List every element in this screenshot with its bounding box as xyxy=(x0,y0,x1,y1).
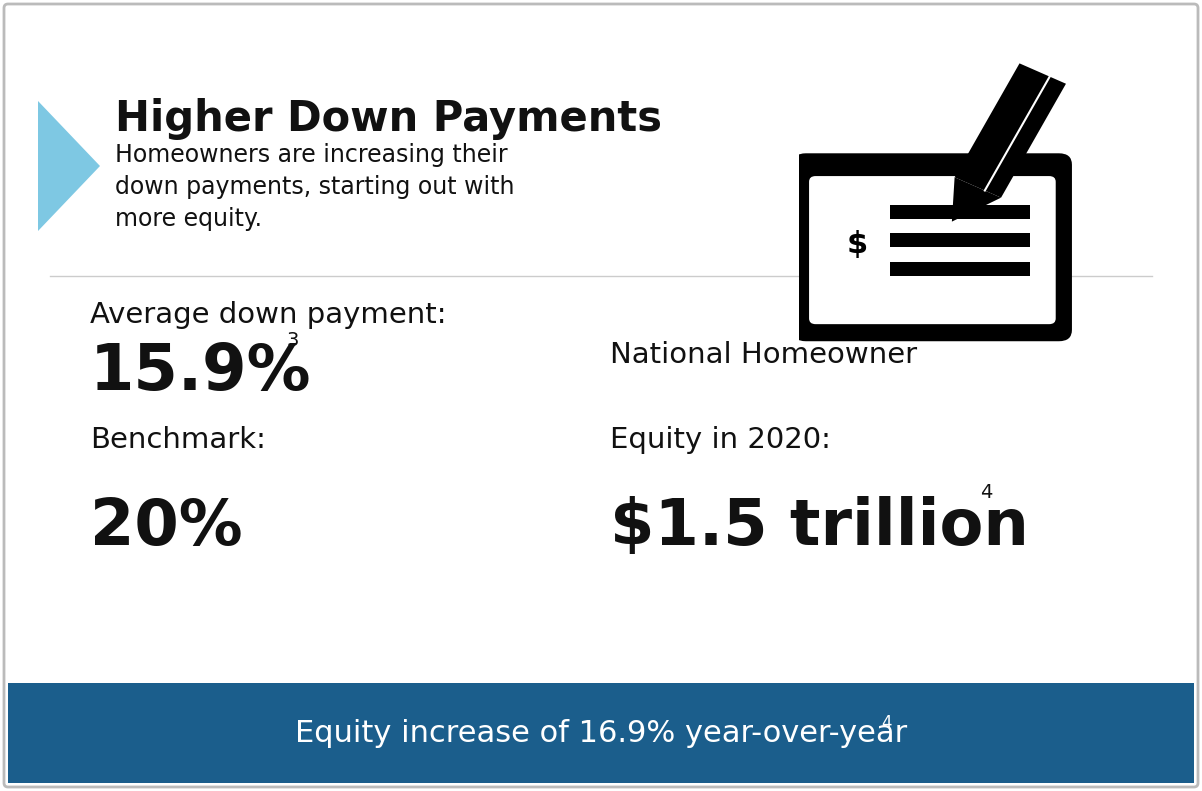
Text: Higher Down Payments: Higher Down Payments xyxy=(115,98,662,140)
Polygon shape xyxy=(954,63,1066,198)
FancyBboxPatch shape xyxy=(793,153,1072,341)
Bar xyxy=(8,683,1194,783)
Text: Homeowners are increasing their: Homeowners are increasing their xyxy=(115,143,507,167)
Text: $1.5 trillion: $1.5 trillion xyxy=(609,496,1029,558)
Text: Equity increase of 16.9% year-over-year: Equity increase of 16.9% year-over-year xyxy=(294,718,908,747)
Bar xyxy=(891,205,1030,219)
Text: National Homeowner: National Homeowner xyxy=(609,341,917,369)
Text: 3: 3 xyxy=(286,331,298,350)
Text: Equity in 2020:: Equity in 2020: xyxy=(609,426,831,454)
Text: Benchmark:: Benchmark: xyxy=(90,426,266,454)
Text: more equity.: more equity. xyxy=(115,207,262,231)
Text: 4: 4 xyxy=(980,483,993,502)
Bar xyxy=(891,233,1030,248)
FancyBboxPatch shape xyxy=(4,4,1198,787)
FancyBboxPatch shape xyxy=(809,176,1055,324)
Text: $: $ xyxy=(847,230,868,259)
Text: Average down payment:: Average down payment: xyxy=(90,301,446,329)
Bar xyxy=(891,262,1030,276)
Polygon shape xyxy=(952,177,1001,221)
Text: down payments, starting out with: down payments, starting out with xyxy=(115,175,514,199)
Text: 20%: 20% xyxy=(90,496,243,558)
Text: 4: 4 xyxy=(881,714,892,732)
Polygon shape xyxy=(38,101,100,231)
Text: 15.9%: 15.9% xyxy=(90,341,311,403)
